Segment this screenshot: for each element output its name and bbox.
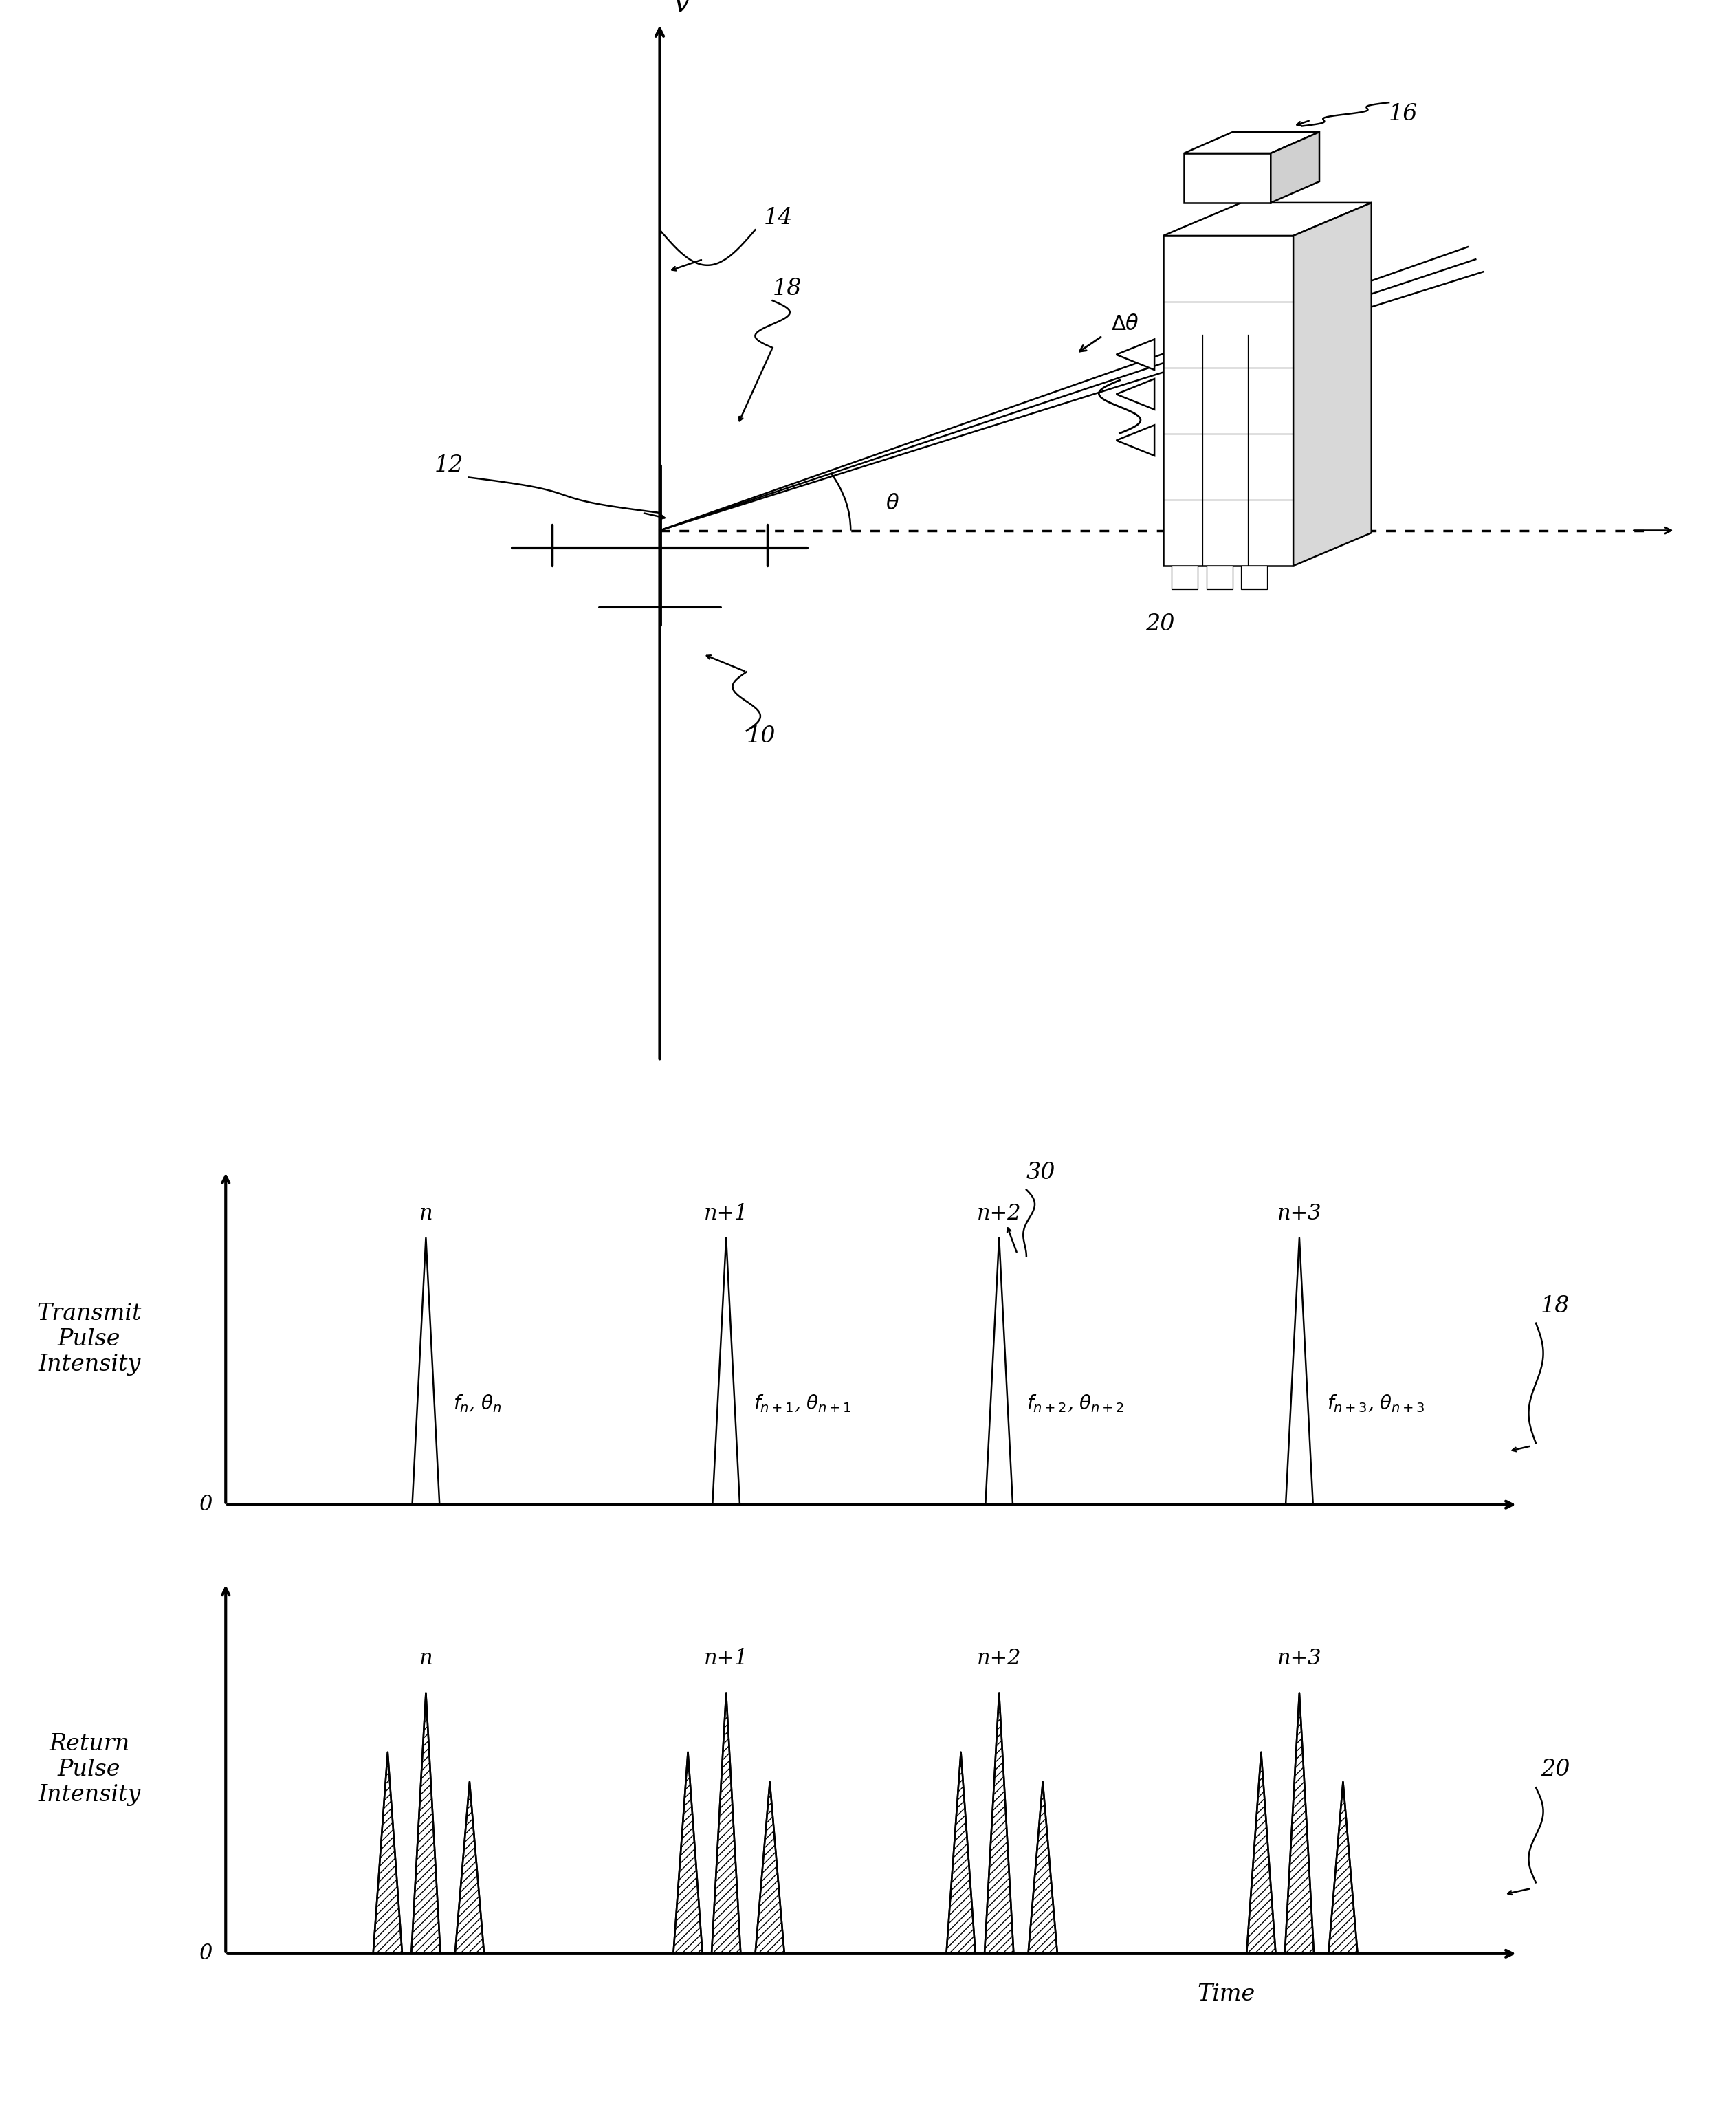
Text: 10: 10 — [746, 726, 776, 747]
Polygon shape — [1028, 1781, 1057, 1953]
Polygon shape — [1184, 133, 1319, 154]
Polygon shape — [1163, 202, 1371, 236]
Text: n+2: n+2 — [977, 1204, 1021, 1225]
Polygon shape — [1293, 202, 1371, 566]
Text: n+1: n+1 — [705, 1204, 748, 1225]
Text: $f_{n+1}$, $\theta_{n+1}$: $f_{n+1}$, $\theta_{n+1}$ — [753, 1394, 851, 1415]
Text: n+1: n+1 — [705, 1648, 748, 1669]
Text: Time: Time — [1198, 1983, 1255, 2006]
Text: 30: 30 — [1026, 1162, 1055, 1183]
Text: 20: 20 — [1146, 613, 1175, 636]
Polygon shape — [1116, 339, 1154, 370]
Polygon shape — [1116, 425, 1154, 455]
Polygon shape — [1271, 133, 1319, 202]
Text: n: n — [418, 1204, 432, 1225]
Text: n+3: n+3 — [1278, 1204, 1321, 1225]
Text: n+2: n+2 — [977, 1648, 1021, 1669]
Polygon shape — [455, 1781, 484, 1953]
Text: Transmit
Pulse
Intensity: Transmit Pulse Intensity — [36, 1303, 142, 1377]
Text: 0: 0 — [198, 1943, 212, 1964]
Text: $f_n$, $\theta_n$: $f_n$, $\theta_n$ — [453, 1394, 502, 1415]
Text: 18: 18 — [773, 278, 802, 299]
Text: 18: 18 — [1540, 1295, 1569, 1318]
Polygon shape — [1246, 1751, 1276, 1953]
Text: Return
Pulse
Intensity: Return Pulse Intensity — [38, 1732, 141, 1806]
Text: n+3: n+3 — [1278, 1648, 1321, 1669]
Polygon shape — [1163, 236, 1293, 566]
Polygon shape — [1116, 379, 1154, 410]
Polygon shape — [373, 1751, 403, 1953]
Text: 14: 14 — [764, 206, 793, 229]
Polygon shape — [1184, 154, 1271, 202]
Polygon shape — [712, 1692, 741, 1953]
Polygon shape — [984, 1692, 1014, 1953]
Text: 16: 16 — [1389, 103, 1418, 124]
Bar — [1241, 566, 1267, 589]
Bar — [1207, 566, 1233, 589]
Polygon shape — [755, 1781, 785, 1953]
Text: v: v — [674, 0, 689, 17]
Text: 0: 0 — [198, 1495, 212, 1516]
Polygon shape — [1328, 1781, 1358, 1953]
Text: 12: 12 — [434, 455, 464, 476]
Polygon shape — [411, 1692, 441, 1953]
Text: 20: 20 — [1540, 1758, 1569, 1781]
Text: $\Delta\theta$: $\Delta\theta$ — [1111, 314, 1139, 335]
Text: $f_{n+2}$, $\theta_{n+2}$: $f_{n+2}$, $\theta_{n+2}$ — [1026, 1394, 1125, 1415]
Text: n: n — [418, 1648, 432, 1669]
Polygon shape — [1285, 1692, 1314, 1953]
Bar — [1172, 566, 1198, 589]
Text: $f_{n+3}$, $\theta_{n+3}$: $f_{n+3}$, $\theta_{n+3}$ — [1326, 1394, 1425, 1415]
Text: $\theta$: $\theta$ — [885, 493, 899, 514]
Polygon shape — [946, 1751, 976, 1953]
Polygon shape — [674, 1751, 703, 1953]
